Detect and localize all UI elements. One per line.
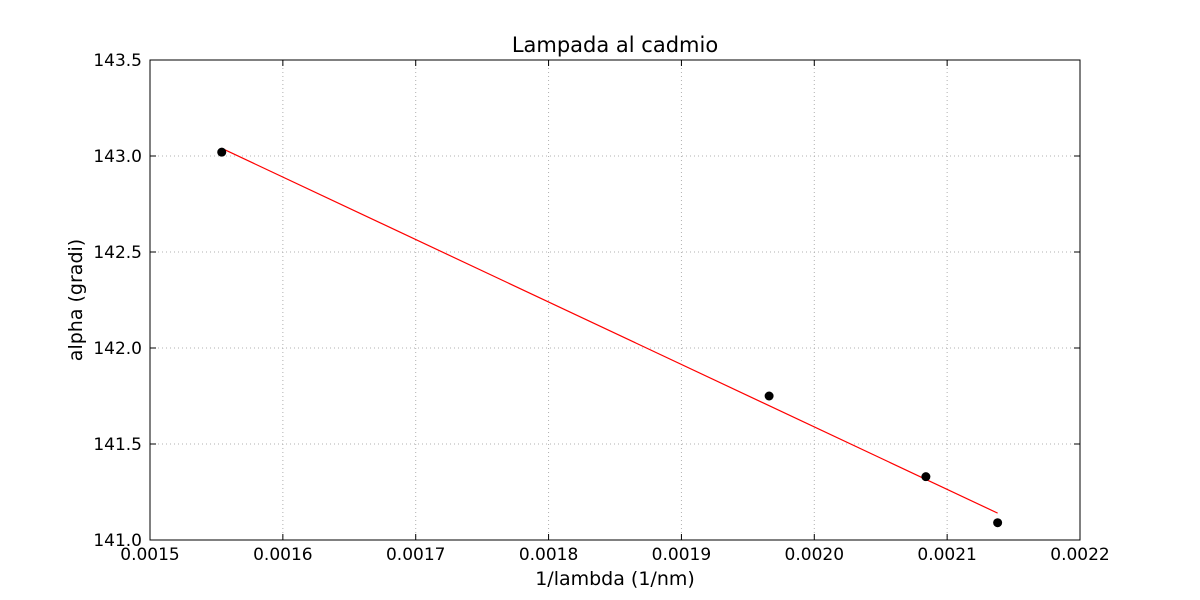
- x-tick-label: 0.0019: [652, 545, 711, 565]
- fit-line-layer: [221, 147, 998, 514]
- data-point: [217, 147, 227, 157]
- y-tick-label: 143.5: [93, 51, 142, 71]
- x-tick-label: 0.0020: [785, 545, 844, 565]
- fit-line: [221, 147, 998, 514]
- y-tick-label: 141.0: [93, 531, 142, 551]
- plot-frame: [149, 59, 1081, 541]
- x-tick-label: 0.0017: [386, 545, 445, 565]
- x-tick-label: 0.0021: [917, 545, 976, 565]
- x-axis-title: 1/lambda (1/nm): [535, 568, 695, 590]
- x-tick-label: 0.0016: [253, 545, 312, 565]
- y-tick-label: 142.0: [93, 339, 142, 359]
- chart-title: Lampada al cadmio: [512, 33, 718, 57]
- x-tick-label: 0.0015: [120, 545, 179, 565]
- y-tick-label: 142.5: [93, 243, 142, 263]
- axis-ticks: 0.0015 0.0016 0.0017 0.0018 0.0019 0.0020 0.00…: [93, 51, 1109, 565]
- data-point: [764, 391, 774, 401]
- x-tick-label: 0.0022: [1050, 545, 1109, 565]
- x-tick-label: 0.0018: [519, 545, 578, 565]
- data-point: [993, 518, 1003, 528]
- y-tick-label: 141.5: [93, 435, 142, 455]
- data-point: [921, 472, 931, 482]
- y-axis-title: alpha (gradi): [65, 239, 87, 361]
- data-points-layer: [217, 147, 1003, 528]
- y-tick-label: 143.0: [93, 147, 142, 167]
